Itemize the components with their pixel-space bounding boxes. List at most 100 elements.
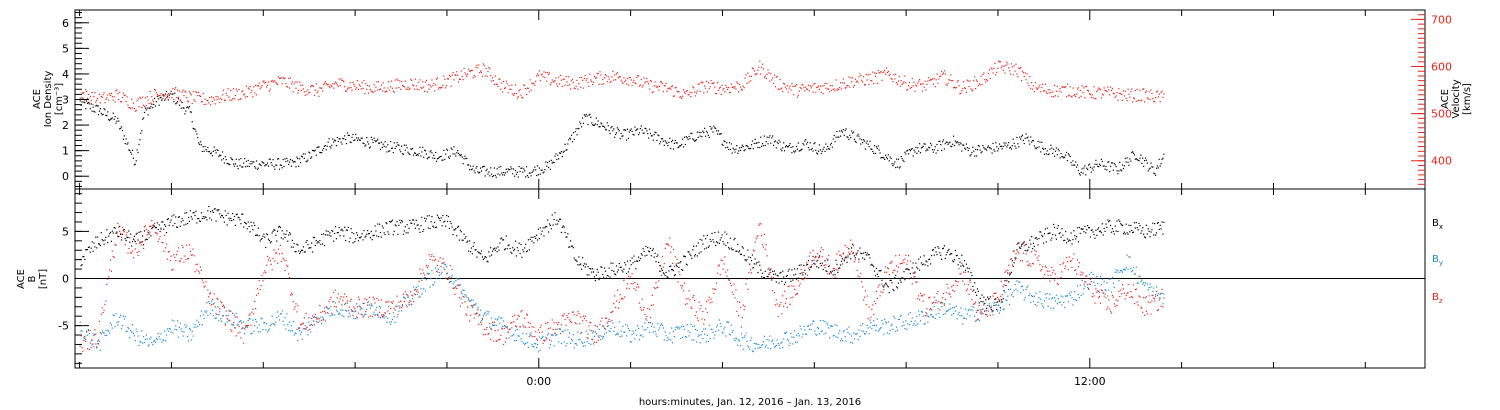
data-point	[407, 296, 409, 299]
data-point	[299, 252, 301, 254]
data-point	[462, 79, 464, 81]
data-point	[509, 247, 511, 250]
data-point	[696, 90, 698, 92]
data-point	[776, 75, 778, 77]
data-point	[1019, 281, 1021, 283]
data-point	[1080, 95, 1082, 97]
data-point	[228, 309, 230, 312]
data-point	[621, 135, 623, 137]
data-point	[244, 326, 247, 329]
data-point	[484, 175, 486, 177]
data-point	[491, 80, 493, 82]
data-point	[133, 335, 135, 337]
data-point	[1047, 305, 1049, 307]
data-point	[1088, 273, 1091, 275]
data-point	[1016, 73, 1018, 75]
data-point	[436, 214, 439, 216]
data-point	[479, 171, 481, 174]
data-point	[426, 272, 428, 274]
data-point	[671, 141, 673, 143]
data-point	[1036, 305, 1038, 307]
data-point	[481, 75, 484, 77]
data-point	[163, 339, 165, 341]
data-point	[141, 330, 143, 332]
data-point	[775, 76, 777, 78]
data-point	[448, 157, 450, 159]
data-point	[301, 338, 304, 340]
data-point	[557, 85, 559, 87]
data-point	[736, 250, 738, 252]
data-point	[502, 174, 504, 176]
data-point	[591, 271, 593, 273]
data-point	[207, 210, 209, 212]
data-point	[667, 336, 669, 339]
data-point	[152, 99, 154, 101]
data-point	[832, 138, 834, 140]
data-point	[954, 250, 956, 252]
data-point	[313, 316, 315, 318]
data-point	[1041, 86, 1043, 89]
data-point	[701, 81, 703, 83]
data-point	[829, 144, 832, 146]
data-point	[1009, 146, 1012, 148]
data-point	[542, 227, 544, 229]
data-point	[727, 246, 730, 249]
data-point	[1029, 143, 1031, 145]
data-point	[253, 222, 255, 224]
data-point	[1049, 89, 1051, 91]
data-point	[518, 90, 520, 92]
data-point	[1046, 92, 1048, 94]
data-point	[719, 133, 721, 135]
data-point	[86, 249, 89, 251]
data-point	[963, 317, 965, 319]
data-point	[603, 126, 606, 128]
data-point	[1102, 94, 1104, 96]
data-point	[870, 148, 872, 150]
data-point	[857, 338, 859, 341]
data-point	[743, 336, 745, 339]
data-point	[644, 322, 646, 324]
data-point	[564, 84, 566, 86]
data-point	[532, 345, 534, 348]
data-point	[698, 334, 700, 336]
data-point	[160, 333, 162, 335]
data-point	[492, 175, 495, 177]
data-point	[705, 87, 707, 89]
data-point	[900, 281, 902, 283]
data-point	[190, 94, 192, 96]
data-point	[293, 83, 295, 85]
data-point	[173, 320, 175, 322]
data-point	[941, 306, 943, 308]
data-point	[728, 248, 731, 250]
data-point	[874, 75, 877, 77]
data-point	[113, 314, 115, 317]
data-point	[264, 321, 266, 324]
data-point	[482, 63, 484, 65]
data-point	[894, 317, 896, 319]
data-point	[130, 107, 132, 110]
data-point	[685, 336, 687, 338]
data-point	[362, 142, 364, 144]
data-point	[741, 246, 743, 248]
data-point	[860, 75, 862, 77]
data-point	[626, 325, 629, 327]
data-point	[233, 314, 236, 316]
data-point	[453, 146, 455, 148]
data-point	[765, 77, 767, 80]
data-point	[981, 312, 983, 314]
data-point	[884, 318, 886, 320]
data-point	[1151, 294, 1153, 296]
data-point	[622, 135, 624, 137]
data-point	[720, 237, 722, 239]
data-point	[1156, 90, 1159, 92]
data-point	[934, 86, 936, 88]
data-point	[422, 81, 424, 83]
data-point	[847, 256, 849, 258]
data-point	[688, 251, 690, 253]
data-point	[693, 245, 695, 247]
data-point	[790, 280, 792, 282]
data-point	[320, 151, 322, 154]
data-point	[80, 330, 82, 332]
data-point	[482, 258, 484, 261]
data-point	[525, 176, 527, 178]
